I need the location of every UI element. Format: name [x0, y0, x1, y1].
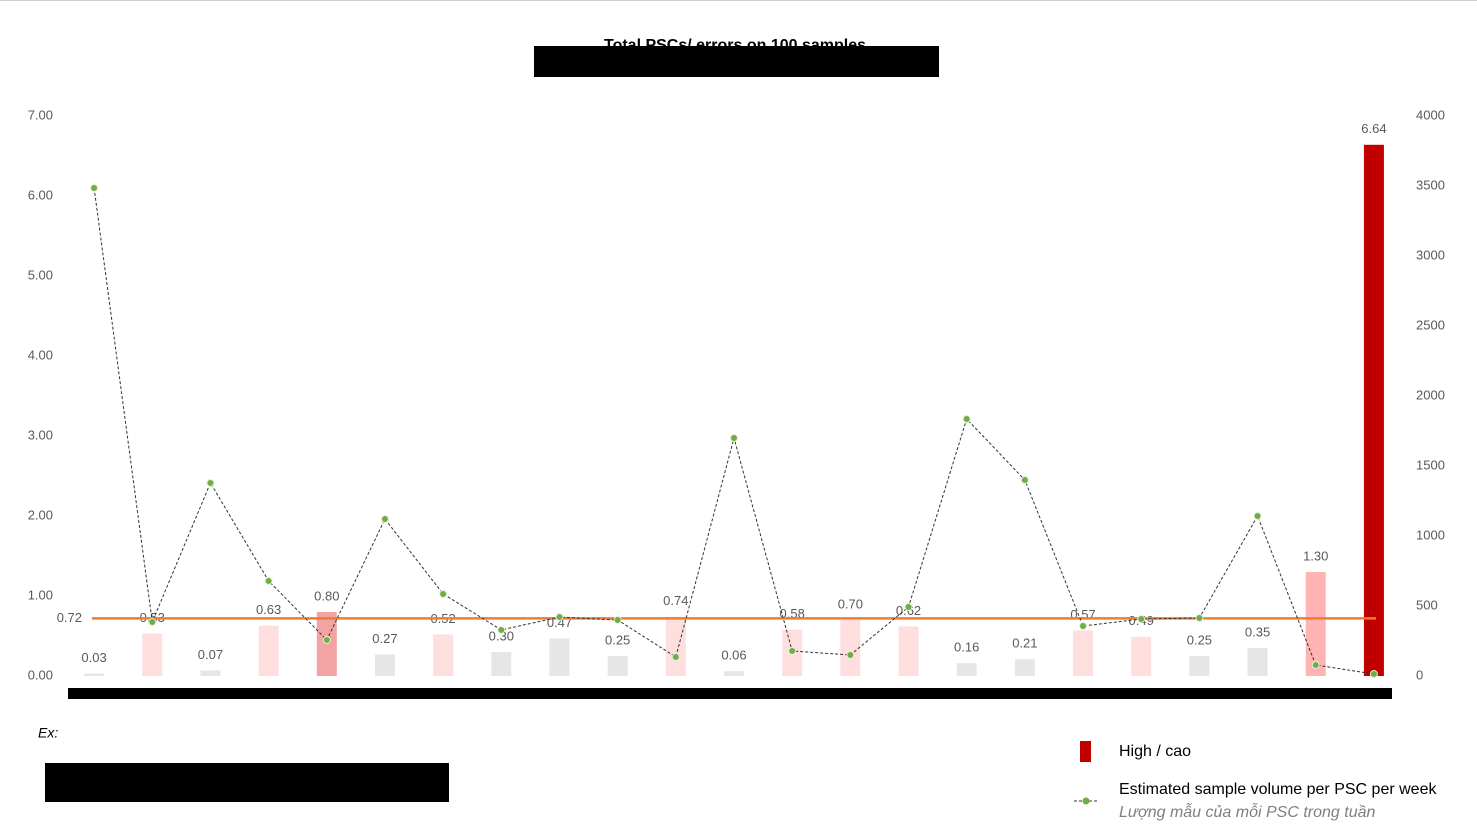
bar	[665, 616, 686, 676]
marker	[380, 515, 389, 524]
legend-swatch	[1082, 797, 1090, 805]
marker	[904, 602, 913, 611]
redaction	[534, 46, 939, 77]
data-label: 0.27	[372, 631, 397, 646]
bar	[607, 656, 628, 676]
y2-tick-label: 1500	[1416, 457, 1445, 472]
legend-label: High / cao	[1119, 743, 1191, 760]
data-label: 0.07	[198, 647, 223, 662]
bar	[491, 652, 512, 676]
y2-tick-label: 3000	[1416, 247, 1445, 262]
bar	[898, 626, 919, 676]
marker	[1079, 622, 1088, 631]
legend-label: Estimated sample volume per PSC per week	[1119, 781, 1437, 798]
marker	[148, 617, 157, 626]
data-label: 6.64	[1361, 121, 1386, 136]
bar	[1189, 656, 1210, 676]
bar	[1014, 659, 1035, 676]
data-label: 0.63	[256, 602, 281, 617]
y-tick-label: 4.00	[28, 347, 53, 362]
bar	[374, 654, 395, 676]
marker	[1195, 614, 1204, 623]
bar	[724, 671, 744, 676]
marker	[1311, 660, 1320, 669]
bar	[258, 625, 279, 676]
marker	[206, 478, 215, 487]
bar	[1305, 572, 1326, 676]
bar	[1247, 648, 1268, 676]
y2-tick-label: 1000	[1416, 527, 1445, 542]
bar	[956, 663, 977, 676]
y-tick-label: 0.00	[28, 667, 53, 682]
marker	[264, 576, 273, 585]
marker	[322, 636, 331, 645]
data-label: 0.35	[1245, 624, 1270, 639]
bar	[840, 620, 861, 676]
y2-tick-label: 0	[1416, 667, 1423, 682]
marker	[497, 625, 506, 634]
reference-label: 0.72	[57, 610, 82, 625]
y-tick-label: 5.00	[28, 267, 53, 282]
marker	[788, 646, 797, 655]
bar	[1131, 636, 1152, 676]
marker	[671, 652, 680, 661]
data-label: 0.74	[663, 593, 688, 608]
data-label: 0.30	[489, 628, 514, 643]
y2-tick-label: 4000	[1416, 107, 1445, 122]
marker	[613, 616, 622, 624]
marker	[439, 589, 448, 598]
redaction	[45, 763, 449, 802]
marker	[1020, 476, 1029, 484]
legend-swatch	[1080, 741, 1091, 762]
y-tick-label: 2.00	[28, 507, 53, 522]
line	[93, 187, 1374, 675]
y2-tick-label: 500	[1416, 597, 1438, 612]
y-tick-label: 7.00	[28, 107, 53, 122]
data-label: 0.25	[1187, 632, 1212, 647]
data-label: 0.25	[605, 632, 630, 647]
legend-label: Lượng mẫu của mỗi PSC trong tuần	[1119, 802, 1375, 821]
bar	[433, 634, 454, 676]
y2-tick-label: 2500	[1416, 317, 1445, 332]
data-label: 0.03	[81, 650, 106, 665]
marker	[555, 613, 564, 622]
data-label: 0.21	[1012, 636, 1037, 651]
marker	[730, 434, 738, 442]
redaction	[68, 688, 1392, 699]
data-label: 0.80	[314, 588, 339, 603]
data-label: 0.06	[721, 648, 746, 663]
bar	[200, 670, 221, 676]
y-tick-label: 6.00	[28, 187, 53, 202]
bar	[84, 673, 105, 676]
marker	[1137, 615, 1146, 624]
marker	[1369, 670, 1378, 679]
y2-tick-label: 2000	[1416, 387, 1445, 402]
bar	[1363, 144, 1384, 677]
data-label: 0.16	[954, 640, 979, 655]
bar	[1073, 630, 1094, 676]
data-label: 0.70	[838, 596, 863, 611]
marker	[1253, 511, 1262, 520]
marker	[846, 651, 855, 659]
y-tick-label: 3.00	[28, 427, 53, 442]
y2-tick-label: 3500	[1416, 177, 1445, 192]
marker	[962, 414, 971, 423]
bar	[549, 638, 570, 676]
note: Ex:	[38, 725, 58, 741]
y-tick-label: 1.00	[28, 587, 53, 602]
data-label: 1.30	[1303, 548, 1328, 563]
bar	[142, 633, 163, 676]
marker	[90, 183, 99, 192]
